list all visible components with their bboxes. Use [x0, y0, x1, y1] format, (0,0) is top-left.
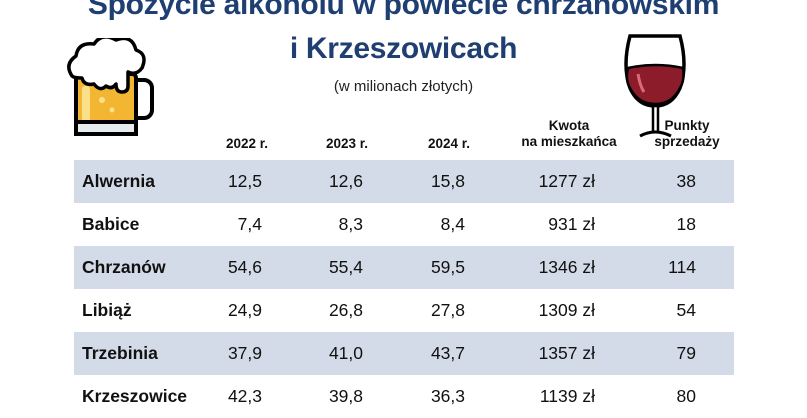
column-header-2022: 2022 r.	[212, 136, 282, 152]
chart-subtitle: (w milionach złotych)	[333, 78, 474, 95]
column-header-2024: 2024 r.	[414, 136, 484, 152]
cell-2024: 43,7	[363, 332, 465, 375]
cell-2023: 39,8	[262, 375, 363, 418]
column-header-text: 2023 r.	[325, 136, 369, 151]
alcohol-consumption-table: Alwernia 12,5 12,6 15,8 1277 zł 38 Babic…	[74, 160, 734, 418]
table-row: Babice 7,4 8,3 8,4 931 zł 18	[74, 203, 734, 246]
cell-2022: 7,4	[190, 203, 262, 246]
cell-2024: 15,8	[363, 160, 465, 203]
row-label: Alwernia	[74, 160, 190, 203]
cell-2022: 12,5	[190, 160, 262, 203]
table-row: Krzeszowice 42,3 39,8 36,3 1139 zł 80	[74, 375, 734, 418]
table-row: Chrzanów 54,6 55,4 59,5 1346 zł 114	[74, 246, 734, 289]
row-label: Babice	[74, 203, 190, 246]
cell-2022: 37,9	[190, 332, 262, 375]
column-header-text: na mieszkańca	[521, 134, 617, 149]
cell-2023: 26,8	[262, 289, 363, 332]
cell-per-capita: 1346 zł	[465, 246, 595, 289]
cell-2022: 24,9	[190, 289, 262, 332]
column-header-text: Kwota	[548, 118, 590, 133]
cell-2023: 8,3	[262, 203, 363, 246]
cell-per-capita: 1277 zł	[465, 160, 595, 203]
column-header-points-of-sale: Punkty sprzedaży	[642, 118, 732, 150]
table-row: Libiąż 24,9 26,8 27,8 1309 zł 54	[74, 289, 734, 332]
cell-2024: 36,3	[363, 375, 465, 418]
row-label: Trzebinia	[74, 332, 190, 375]
beer-mug-icon	[67, 38, 154, 136]
row-label: Chrzanów	[74, 246, 190, 289]
column-header-text: Punkty	[664, 118, 710, 133]
column-header-text: sprzedaży	[654, 134, 720, 149]
cell-per-capita: 931 zł	[465, 203, 595, 246]
wine-glass-icon	[624, 34, 686, 138]
cell-points-of-sale: 18	[595, 203, 734, 246]
table-row: Alwernia 12,5 12,6 15,8 1277 zł 38	[74, 160, 734, 203]
cell-2022: 54,6	[190, 246, 262, 289]
cell-points-of-sale: 114	[595, 246, 734, 289]
table-row: Trzebinia 37,9 41,0 43,7 1357 zł 79	[74, 332, 734, 375]
cell-per-capita: 1139 zł	[465, 375, 595, 418]
chart-title-line-2: i Krzeszowicach	[289, 32, 518, 65]
cell-2023: 12,6	[262, 160, 363, 203]
cell-2022: 42,3	[190, 375, 262, 418]
cell-points-of-sale: 79	[595, 332, 734, 375]
cell-2024: 27,8	[363, 289, 465, 332]
cell-2023: 55,4	[262, 246, 363, 289]
cell-per-capita: 1357 zł	[465, 332, 595, 375]
column-header-2023: 2023 r.	[312, 136, 382, 152]
cell-points-of-sale: 54	[595, 289, 734, 332]
cell-points-of-sale: 80	[595, 375, 734, 418]
row-label: Libiąż	[74, 289, 190, 332]
cell-points-of-sale: 38	[595, 160, 734, 203]
cell-per-capita: 1309 zł	[465, 289, 595, 332]
column-header-text: 2022 r.	[225, 136, 269, 151]
cell-2023: 41,0	[262, 332, 363, 375]
column-header-per-capita: Kwota na mieszkańca	[510, 118, 628, 150]
row-label: Krzeszowice	[74, 375, 190, 418]
chart-title-line-1: Spożycie alkoholu w powiecie chrzanowski…	[87, 0, 720, 21]
column-header-text: 2024 r.	[427, 136, 471, 151]
cell-2024: 59,5	[363, 246, 465, 289]
cell-2024: 8,4	[363, 203, 465, 246]
